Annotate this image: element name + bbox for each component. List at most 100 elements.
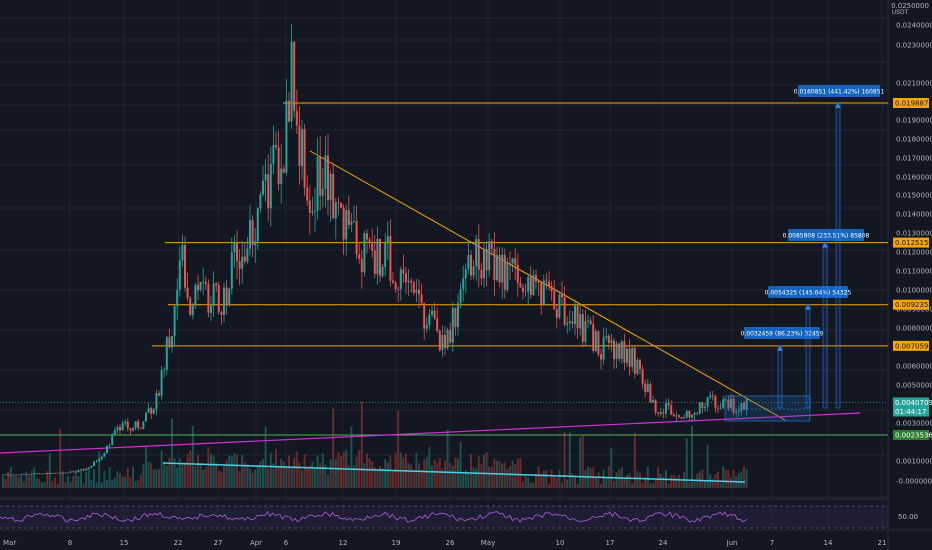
y-tick-label: 0.0080000: [896, 325, 932, 333]
volume-bar: [506, 468, 509, 488]
volume-bar: [41, 482, 43, 488]
level-tag[interactable]: [893, 299, 929, 310]
volume-bar: [98, 451, 101, 488]
candle-body: [61, 472, 64, 474]
candle-body: [714, 396, 717, 408]
candle-body: [535, 274, 537, 282]
y-tick-label: 0.0010000: [896, 458, 932, 466]
candle-body: [493, 248, 496, 281]
volume-trendline[interactable]: [162, 462, 746, 483]
volume-bar: [228, 455, 231, 488]
x-tick-label: Apr: [250, 539, 262, 547]
candle-body: [524, 291, 527, 293]
volume-bar: [319, 462, 322, 488]
volume-bar: [384, 459, 387, 488]
volume-bar: [631, 483, 634, 488]
volume-bar: [288, 455, 290, 488]
candle-body: [433, 310, 436, 319]
target-label-box-1[interactable]: [744, 327, 820, 339]
volume-bar: [342, 452, 345, 488]
candle-body: [77, 470, 80, 472]
volume-bar: [163, 462, 166, 488]
candle-body: [548, 281, 550, 287]
volume-bar: [28, 476, 30, 488]
candle-body: [592, 324, 595, 351]
volume-bar: [446, 429, 449, 488]
candle-body: [87, 467, 90, 469]
candle-body: [173, 306, 176, 336]
volume-bar: [691, 425, 693, 488]
target-label-box-3[interactable]: [788, 229, 864, 241]
volume-bar: [93, 469, 95, 488]
volume-bar: [285, 466, 288, 488]
candle-body: [704, 406, 706, 409]
x-tick-label: 7: [770, 539, 774, 547]
candle-body: [126, 421, 129, 429]
level-tag[interactable]: [893, 340, 929, 351]
ascending-support-trendline[interactable]: [0, 412, 861, 454]
volume-bar: [51, 481, 54, 488]
current-price-tag[interactable]: [893, 397, 929, 417]
volume-bar: [672, 474, 675, 488]
candle-body: [129, 428, 132, 431]
candle-body: [399, 269, 402, 290]
candle-body: [467, 254, 470, 270]
volume-bar: [542, 470, 545, 488]
candle-body: [698, 402, 701, 414]
candle-body: [581, 314, 584, 342]
candle-body: [282, 168, 285, 173]
volume-bar: [522, 481, 524, 488]
candle-body: [293, 41, 296, 112]
level-tag[interactable]: [893, 98, 929, 108]
level-tag[interactable]: [893, 237, 929, 248]
candle-body: [537, 281, 540, 283]
candle-body: [717, 407, 719, 409]
candle-body: [636, 359, 639, 374]
candle-body: [215, 283, 218, 286]
volume-bar: [550, 469, 553, 488]
volume-bar: [85, 471, 88, 488]
candle-body: [116, 427, 119, 431]
candle-body: [220, 312, 223, 315]
volume-bar: [290, 466, 293, 488]
volume-bar: [654, 480, 657, 488]
candle-body: [389, 236, 392, 281]
volume-bar: [436, 463, 439, 488]
level-tag[interactable]: [893, 430, 929, 440]
candle-body: [418, 289, 420, 295]
target-label-box-2[interactable]: [768, 286, 848, 298]
volume-bar: [77, 476, 80, 488]
volume-bar: [160, 450, 163, 488]
candle-body: [316, 157, 319, 211]
candle-body: [571, 321, 574, 324]
candle-body: [397, 289, 400, 290]
volume-bar: [431, 465, 433, 488]
volume-bar: [433, 459, 436, 488]
time-axis[interactable]: Mar 8 15 22 27 Apr 6 12 19 26 May 10 17 24 Jun 7 14 21: [3, 539, 886, 547]
volume-bar: [553, 475, 556, 488]
y-tick-label: 0.0240000: [896, 22, 932, 30]
volume-bar: [379, 466, 381, 488]
volume-bar: [402, 457, 405, 488]
volume-bar: [623, 477, 626, 488]
candle-body: [368, 239, 371, 243]
consolidation-box[interactable]: [724, 395, 811, 422]
candle-body: [464, 269, 467, 279]
candle-body: [670, 405, 673, 415]
candle-body: [90, 465, 93, 468]
descending-trendline[interactable]: [309, 150, 786, 421]
volume-bar: [194, 466, 197, 488]
candle-body: [145, 412, 147, 422]
y-tick-label: 0.0210000: [896, 80, 932, 88]
candle-body: [672, 414, 675, 417]
candle-body: [675, 415, 678, 417]
target-label-box-4[interactable]: [798, 85, 880, 97]
candle-body: [470, 254, 472, 276]
volume-bar: [485, 452, 488, 488]
y-tick-label: 0.0060000: [896, 363, 932, 371]
candle-body: [379, 238, 381, 276]
candle-body: [17, 474, 20, 476]
volume-bar: [360, 401, 363, 488]
